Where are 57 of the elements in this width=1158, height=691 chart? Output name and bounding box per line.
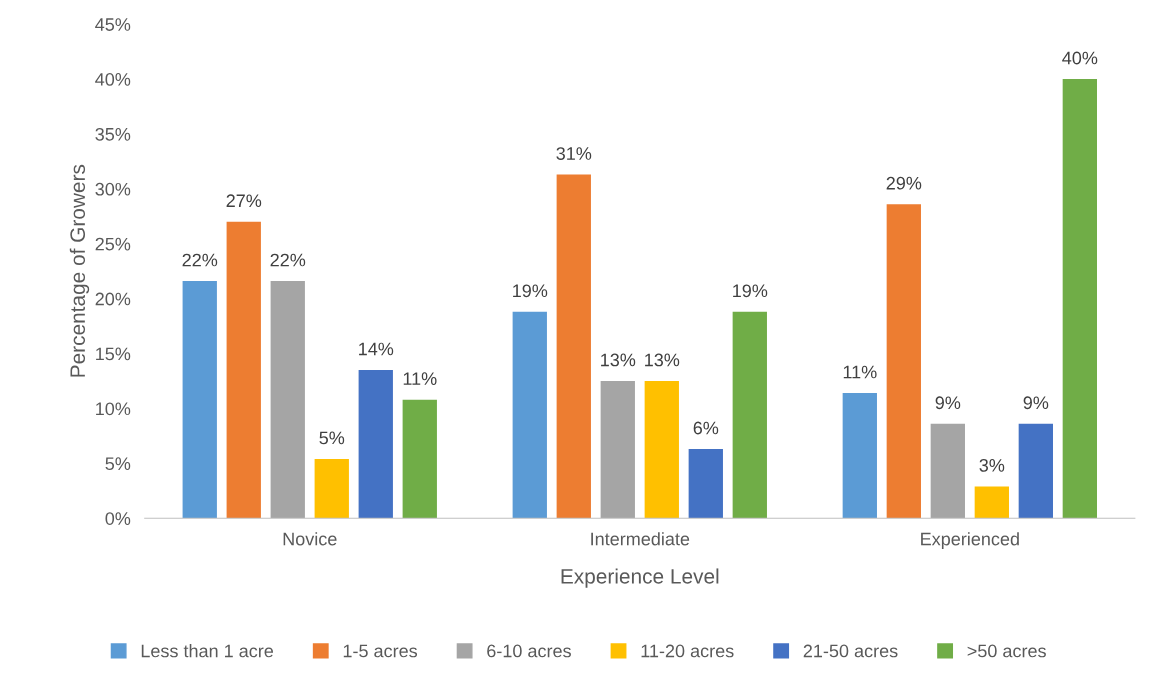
bar [556, 174, 591, 519]
legend-label: Less than 1 acre [141, 644, 274, 658]
legend-label: 21-50 acres [803, 644, 898, 658]
x-axis-title: Experience Level [561, 568, 719, 588]
y-tick-label: 40% [95, 73, 131, 86]
data-label: 9% [1023, 396, 1049, 410]
bar [688, 449, 723, 519]
bar [314, 458, 349, 519]
bar [226, 221, 261, 519]
data-label: 31% [556, 147, 592, 160]
legend-label: 11-20 acres [641, 644, 734, 658]
legend-label: 6-10 acres [487, 644, 571, 658]
y-tick-label: 45% [95, 18, 131, 31]
bar [842, 393, 877, 519]
bar [600, 381, 635, 519]
data-label: 22% [270, 253, 306, 267]
bar [358, 370, 393, 519]
bar [182, 281, 217, 519]
data-label: 11% [403, 372, 437, 385]
y-tick-label: 0% [105, 512, 131, 525]
data-label: 29% [886, 176, 922, 190]
data-label: 19% [513, 284, 548, 298]
data-label: 19% [733, 284, 768, 298]
y-tick-label: 10% [96, 402, 131, 416]
bar [1062, 79, 1097, 519]
data-label: 40% [1062, 51, 1098, 65]
y-tick-label: 20% [95, 292, 131, 306]
bar [644, 381, 679, 519]
data-label: 6% [693, 421, 719, 435]
data-label: 5% [319, 431, 345, 445]
data-label: 13% [645, 353, 680, 367]
bar [512, 311, 547, 519]
bar [974, 486, 1009, 519]
legend-label: 1-5 acres [343, 644, 418, 658]
legend-label: >50 acres [967, 644, 1046, 658]
data-label: 27% [226, 194, 262, 208]
y-tick-label: 35% [95, 127, 131, 141]
bar [270, 281, 305, 519]
bar [402, 399, 437, 519]
x-tick-label: Intermediate [591, 532, 690, 546]
data-label: 14% [359, 342, 394, 356]
y-axis-title: Percentage of Growers [69, 164, 90, 377]
data-label: 13% [601, 353, 636, 367]
y-tick-label: 25% [95, 237, 131, 251]
x-tick-label: Novice [283, 532, 337, 546]
y-tick-label: 15% [96, 347, 131, 361]
data-label: 9% [935, 396, 961, 410]
data-label: 22% [182, 253, 218, 267]
data-label: 3% [979, 458, 1005, 472]
y-tick-label: 30% [95, 182, 131, 196]
bar [1018, 423, 1053, 519]
x-tick-label: Experienced [921, 532, 1019, 549]
bar [732, 311, 767, 519]
y-tick-label: 5% [105, 457, 131, 471]
bar [886, 204, 921, 519]
data-label: 11% [843, 365, 877, 379]
bar [930, 423, 965, 519]
